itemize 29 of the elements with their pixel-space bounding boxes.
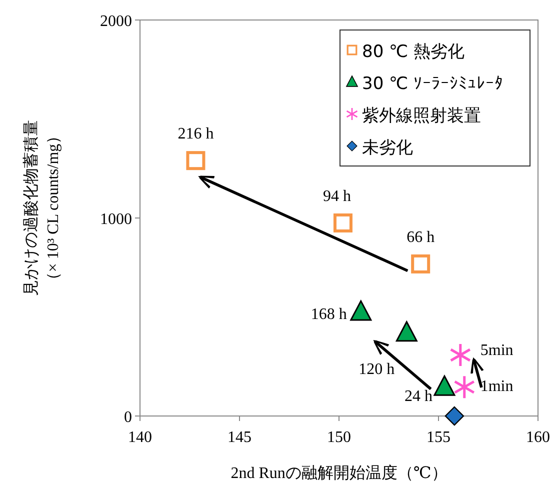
x-axis-title: 2nd Runの融解開始温度（℃） [230,464,448,482]
x-tick-label: 145 [228,429,252,446]
annotation: 24 h [404,388,432,406]
point [444,406,464,426]
legend-label: 未劣化 [362,138,413,158]
annotation: 5min [480,342,514,360]
legend-label: 80 ℃ 熱劣化 [362,42,465,62]
legend-label: 30 ℃ ｿｰﾗｰｼﾐｭﾚｰﾀ [362,74,504,94]
x-tick-label: 140 [128,429,152,446]
annotation: 1min [480,378,514,396]
y-tick-label: 2000 [100,13,132,30]
x-tick-label: 160 [526,429,550,446]
y-tick-label: 1000 [100,211,132,228]
point [350,300,372,321]
annotation: 120 h [358,360,395,378]
y-tick-label: 0 [124,409,132,426]
point [186,151,206,170]
annotation: 94 h [322,188,351,205]
legend-label: 紫外線照射装置 [362,106,481,126]
point [411,254,430,274]
y-axis-title: 見かけの過酸化物蓄積量（× 10³ CL counts/mg） [22,119,63,298]
x-tick-label: 155 [426,429,450,446]
annotation: 168 h [310,306,347,324]
x-tick-label: 150 [327,429,351,446]
point [434,375,456,396]
point [333,213,352,232]
point [396,321,418,342]
annotation: 216 h [178,126,214,143]
annotation: 66 h [406,228,435,246]
